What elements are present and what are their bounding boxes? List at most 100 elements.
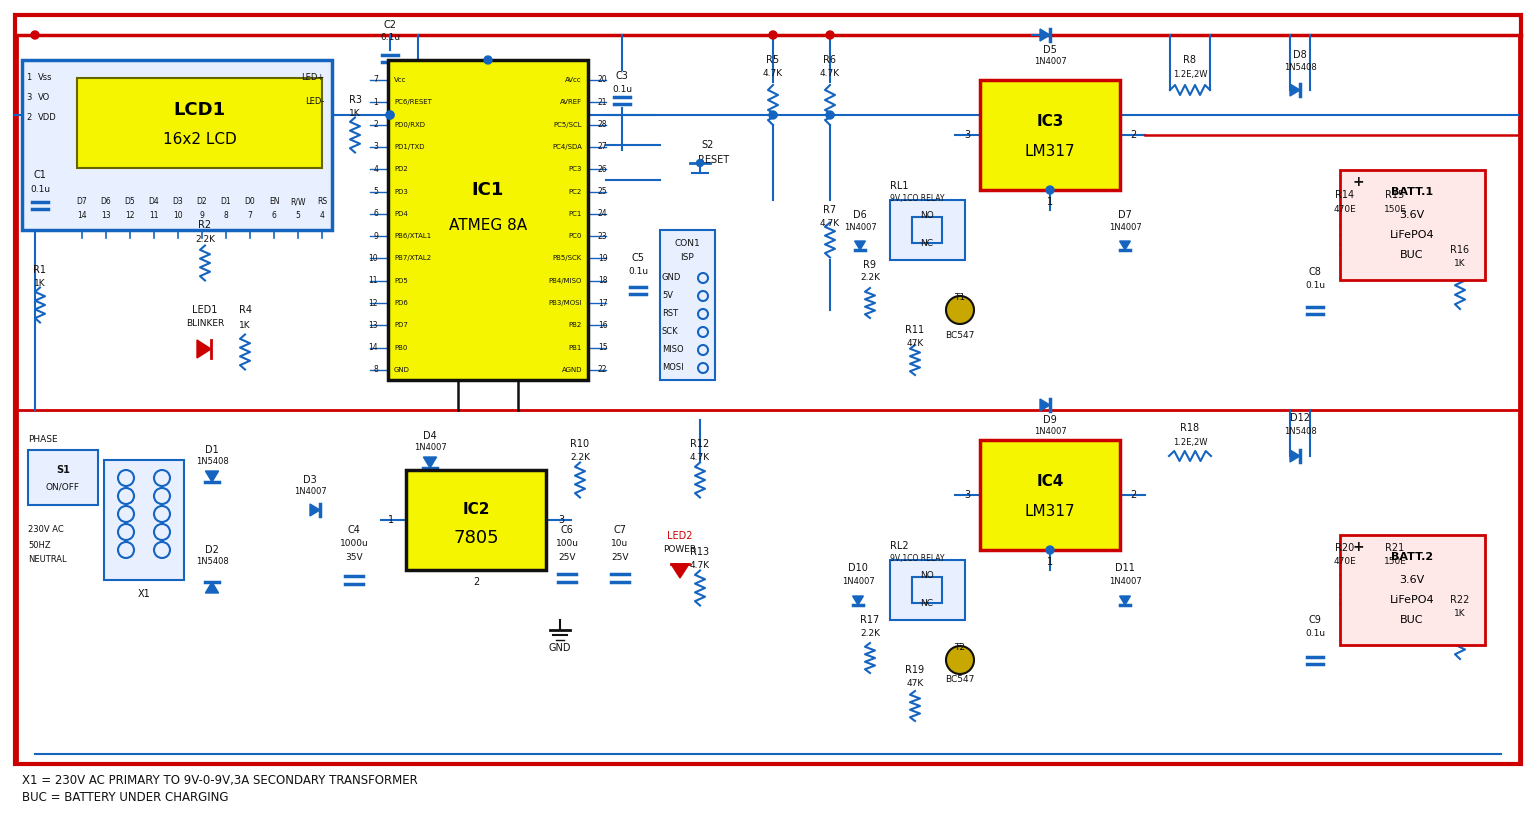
Text: ATMEG 8A: ATMEG 8A <box>449 217 527 232</box>
Text: AVcc: AVcc <box>565 77 582 83</box>
Text: +: + <box>1352 540 1364 554</box>
Text: R6: R6 <box>823 55 837 65</box>
Text: R9: R9 <box>863 260 877 270</box>
Text: 10: 10 <box>174 211 183 221</box>
Text: NO: NO <box>920 211 934 221</box>
Text: PB2: PB2 <box>568 322 582 328</box>
Text: D4: D4 <box>149 197 160 206</box>
Text: 4.7K: 4.7K <box>820 70 840 79</box>
Text: 1K: 1K <box>34 279 46 289</box>
Text: MOSI: MOSI <box>662 363 684 373</box>
Text: PHASE: PHASE <box>28 435 58 445</box>
Text: PC3: PC3 <box>568 166 582 172</box>
Circle shape <box>826 31 834 39</box>
Text: RESET: RESET <box>699 155 730 165</box>
Polygon shape <box>424 457 436 468</box>
Text: VDD: VDD <box>38 113 57 122</box>
Text: D12: D12 <box>1290 413 1310 423</box>
Text: 5V: 5V <box>662 291 673 300</box>
Text: BUC = BATTERY UNDER CHARGING: BUC = BATTERY UNDER CHARGING <box>22 791 229 804</box>
Text: PB5/SCK: PB5/SCK <box>553 255 582 262</box>
Polygon shape <box>197 340 210 358</box>
Text: AGND: AGND <box>562 367 582 373</box>
Text: PD5: PD5 <box>395 278 407 284</box>
Text: R18: R18 <box>1181 423 1200 433</box>
Polygon shape <box>1290 84 1299 96</box>
Bar <box>889 200 965 260</box>
Text: EN: EN <box>269 197 280 206</box>
Polygon shape <box>1040 399 1051 411</box>
Text: R2: R2 <box>198 220 212 230</box>
Text: 23: 23 <box>598 232 608 241</box>
Circle shape <box>770 111 777 119</box>
Text: 1: 1 <box>1048 557 1054 567</box>
Text: 0.1u: 0.1u <box>379 34 399 43</box>
Text: R21: R21 <box>1385 543 1404 553</box>
Bar <box>980 440 1120 550</box>
Text: MISO: MISO <box>662 346 684 355</box>
Text: ISP: ISP <box>680 253 694 263</box>
Text: PD1/TXD: PD1/TXD <box>395 144 424 150</box>
Text: AVREF: AVREF <box>561 99 582 106</box>
Text: 18: 18 <box>598 276 608 285</box>
Text: 7: 7 <box>373 76 378 85</box>
Text: 8: 8 <box>224 211 229 221</box>
Text: 25: 25 <box>598 187 608 196</box>
Text: C9: C9 <box>1309 615 1321 625</box>
Text: R4: R4 <box>238 305 252 315</box>
Circle shape <box>386 111 395 119</box>
Text: PB4/MISO: PB4/MISO <box>548 278 582 284</box>
Text: RS: RS <box>316 197 327 206</box>
Text: BUC: BUC <box>1401 250 1424 260</box>
Text: 1: 1 <box>389 515 395 525</box>
Text: D3: D3 <box>172 197 183 206</box>
Text: 1.2E,2W: 1.2E,2W <box>1174 437 1207 446</box>
Text: R7: R7 <box>823 205 837 215</box>
Text: D2: D2 <box>197 197 207 206</box>
Text: Vss: Vss <box>38 74 52 82</box>
Text: 3.6V: 3.6V <box>1399 210 1424 220</box>
Text: 50HZ: 50HZ <box>28 540 51 550</box>
Text: 11: 11 <box>149 211 158 221</box>
Text: GND: GND <box>395 367 410 373</box>
Text: 4: 4 <box>373 164 378 174</box>
Text: 19: 19 <box>598 254 608 263</box>
Text: 3: 3 <box>965 130 971 140</box>
Polygon shape <box>1040 29 1051 41</box>
Text: 470E: 470E <box>1333 557 1356 566</box>
Text: PC2: PC2 <box>568 189 582 195</box>
Text: 11: 11 <box>369 276 378 285</box>
Text: 1K: 1K <box>240 320 250 330</box>
Text: 0.1u: 0.1u <box>29 185 51 194</box>
Text: 1N4007: 1N4007 <box>1034 428 1066 436</box>
Text: PD6: PD6 <box>395 300 409 306</box>
Text: PD4: PD4 <box>395 211 407 216</box>
Text: R20: R20 <box>1335 543 1355 553</box>
Text: 3: 3 <box>558 515 564 525</box>
Text: RL2: RL2 <box>889 541 909 551</box>
Text: C3: C3 <box>616 71 628 81</box>
Text: 3: 3 <box>26 93 31 102</box>
Text: 13: 13 <box>101 211 111 221</box>
Text: 100u: 100u <box>556 539 579 549</box>
Text: C8: C8 <box>1309 267 1321 277</box>
Text: C4: C4 <box>347 525 361 535</box>
Text: 4.7K: 4.7K <box>820 220 840 228</box>
Text: 47K: 47K <box>906 680 923 689</box>
Text: 5: 5 <box>295 211 301 221</box>
Polygon shape <box>1290 450 1299 462</box>
Text: 9V,1CO RELAY: 9V,1CO RELAY <box>889 554 945 562</box>
Polygon shape <box>854 241 865 250</box>
Text: ON/OFF: ON/OFF <box>46 482 80 492</box>
Text: 1N5408: 1N5408 <box>1284 428 1316 436</box>
Text: 6: 6 <box>373 210 378 218</box>
Text: X1: X1 <box>138 589 151 599</box>
Text: BLINKER: BLINKER <box>186 320 224 329</box>
Text: 7: 7 <box>247 211 252 221</box>
Text: 13: 13 <box>369 320 378 330</box>
Text: D10: D10 <box>848 563 868 573</box>
Text: 22: 22 <box>598 366 608 374</box>
Text: LM317: LM317 <box>1025 504 1075 519</box>
Text: 0.1u: 0.1u <box>611 86 631 95</box>
Text: 2.2K: 2.2K <box>570 454 590 462</box>
